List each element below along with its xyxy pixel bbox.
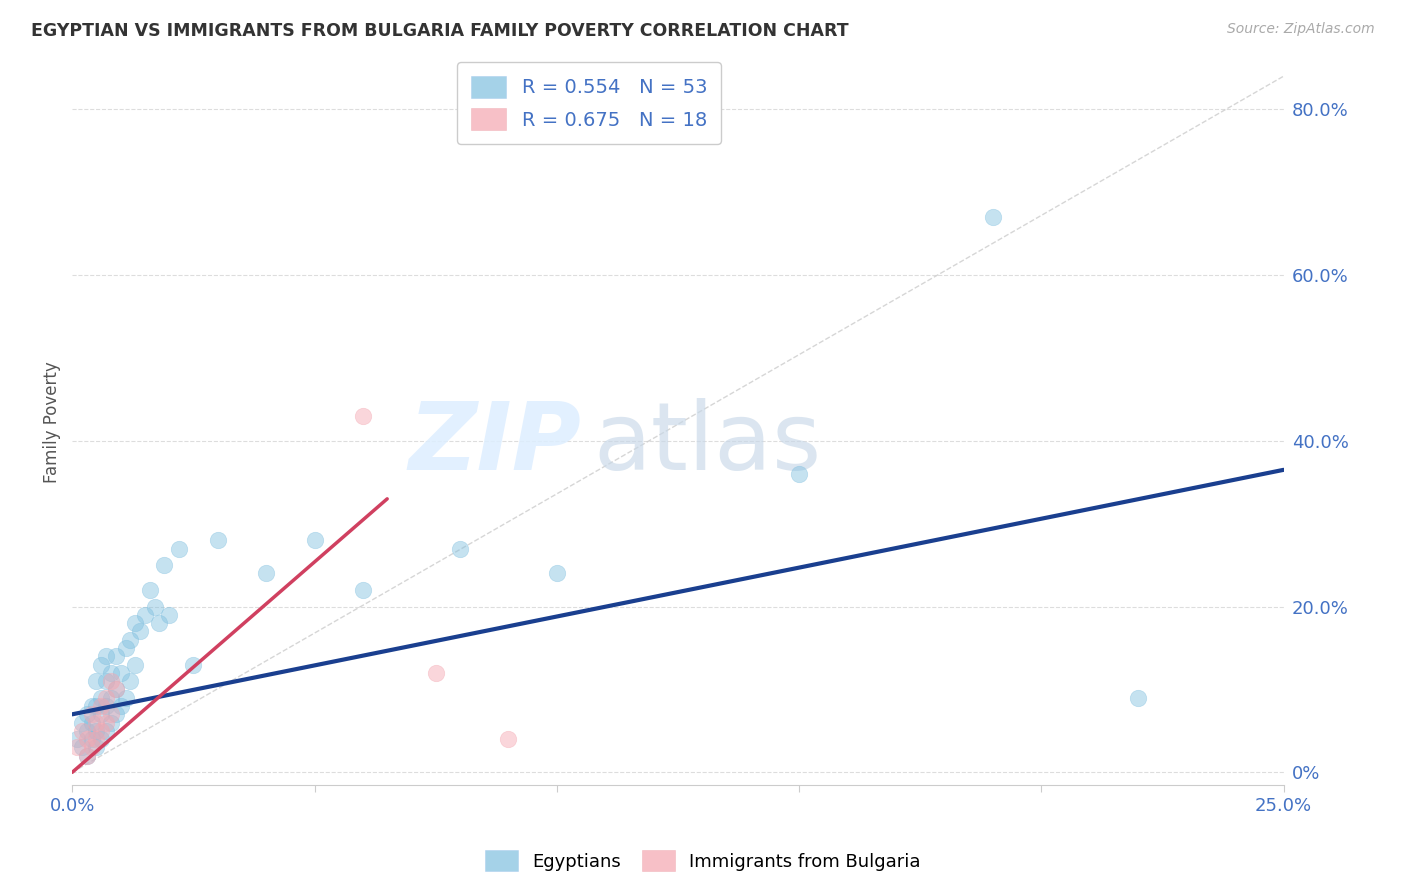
Point <box>86 699 108 714</box>
Point <box>110 699 132 714</box>
Point <box>981 210 1004 224</box>
Point <box>80 740 103 755</box>
Point <box>80 715 103 730</box>
Point <box>70 740 93 755</box>
Y-axis label: Family Poverty: Family Poverty <box>44 361 60 483</box>
Point <box>498 732 520 747</box>
Point <box>449 541 471 556</box>
Point <box>94 674 117 689</box>
Point <box>352 409 374 423</box>
Point <box>143 599 166 614</box>
Point <box>546 566 568 581</box>
Point <box>86 674 108 689</box>
Point <box>254 566 277 581</box>
Point <box>139 582 162 597</box>
Point <box>76 748 98 763</box>
Text: atlas: atlas <box>593 398 821 490</box>
Point <box>90 732 112 747</box>
Point <box>425 665 447 680</box>
Point <box>100 665 122 680</box>
Point <box>90 657 112 672</box>
Point <box>304 533 326 548</box>
Point <box>1128 690 1150 705</box>
Point <box>104 682 127 697</box>
Point <box>70 715 93 730</box>
Point <box>90 690 112 705</box>
Point <box>100 674 122 689</box>
Point <box>787 467 810 481</box>
Point <box>153 558 176 573</box>
Point <box>80 707 103 722</box>
Point <box>100 690 122 705</box>
Point <box>76 748 98 763</box>
Point <box>110 665 132 680</box>
Point <box>76 732 98 747</box>
Point <box>207 533 229 548</box>
Point <box>94 723 117 738</box>
Point <box>104 682 127 697</box>
Point <box>120 632 142 647</box>
Point <box>104 707 127 722</box>
Point <box>80 732 103 747</box>
Point <box>124 657 146 672</box>
Point <box>76 707 98 722</box>
Point <box>90 699 112 714</box>
Point <box>114 640 136 655</box>
Point <box>352 582 374 597</box>
Point <box>76 723 98 738</box>
Point <box>94 715 117 730</box>
Text: EGYPTIAN VS IMMIGRANTS FROM BULGARIA FAMILY POVERTY CORRELATION CHART: EGYPTIAN VS IMMIGRANTS FROM BULGARIA FAM… <box>31 22 849 40</box>
Point <box>100 707 122 722</box>
Point <box>86 723 108 738</box>
Point <box>66 740 89 755</box>
Point <box>90 707 112 722</box>
Point <box>124 616 146 631</box>
Text: Source: ZipAtlas.com: Source: ZipAtlas.com <box>1227 22 1375 37</box>
Point <box>70 723 93 738</box>
Point <box>148 616 170 631</box>
Point <box>167 541 190 556</box>
Point <box>66 732 89 747</box>
Text: ZIP: ZIP <box>408 398 581 490</box>
Point <box>114 690 136 705</box>
Point <box>80 699 103 714</box>
Point <box>120 674 142 689</box>
Point <box>86 732 108 747</box>
Point <box>157 607 180 622</box>
Point <box>94 699 117 714</box>
Point <box>90 723 112 738</box>
Legend: R = 0.554   N = 53, R = 0.675   N = 18: R = 0.554 N = 53, R = 0.675 N = 18 <box>457 62 721 144</box>
Point <box>183 657 205 672</box>
Point <box>86 740 108 755</box>
Point <box>94 690 117 705</box>
Point <box>134 607 156 622</box>
Point <box>100 715 122 730</box>
Point <box>129 624 152 639</box>
Point <box>94 649 117 664</box>
Point <box>104 649 127 664</box>
Legend: Egyptians, Immigrants from Bulgaria: Egyptians, Immigrants from Bulgaria <box>478 843 928 879</box>
Point <box>86 715 108 730</box>
